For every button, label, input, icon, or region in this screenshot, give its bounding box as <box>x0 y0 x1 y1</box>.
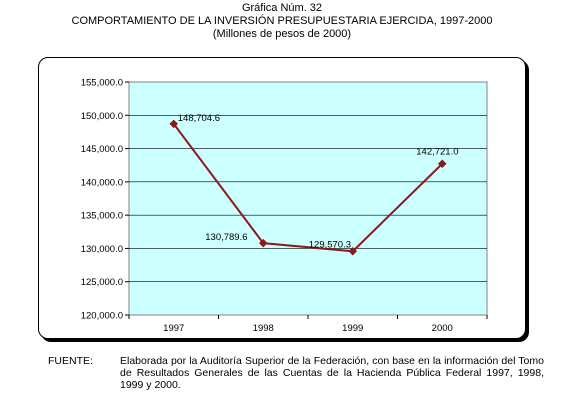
source-label: FUENTE: <box>48 355 93 367</box>
source-text: Elaborada por la Auditoría Superior de l… <box>120 355 544 391</box>
chart-number: Gráfica Núm. 32 <box>241 2 323 14</box>
data-label: 142,721.0 <box>416 147 458 158</box>
data-point <box>438 159 447 168</box>
chart-subtitle: (Millones de pesos de 2000) <box>212 28 352 40</box>
y-tick-label: 155,000.0 <box>81 78 123 89</box>
plot-area <box>128 81 488 316</box>
data-point <box>259 238 268 248</box>
series-line <box>172 123 443 253</box>
data-label: 148,704.6 <box>178 113 220 124</box>
x-tick-label: 2000 <box>432 323 453 334</box>
y-tick-label: 150,000.0 <box>81 111 123 122</box>
y-tick-label: 120,000.0 <box>81 311 123 322</box>
data-label: 130,789.6 <box>205 232 247 243</box>
x-tick-label: 1997 <box>163 323 184 334</box>
line-chart: 120,000.0 125,000.0 130,000.0 135,000.0 140,… <box>81 78 488 334</box>
y-tick-label: 140,000.0 <box>81 177 123 188</box>
y-tick-label: 145,000.0 <box>81 144 123 155</box>
data-label: 129,570.3 <box>309 239 351 250</box>
y-tick-label: 135,000.0 <box>81 211 123 222</box>
y-tick-label: 125,000.0 <box>81 277 123 288</box>
x-tick-label: 1998 <box>253 323 274 334</box>
chart-title: COMPORTAMIENTO DE LA INVERSIÓN PRESUPUES… <box>71 15 493 27</box>
chart-frame: 120,000.0 125,000.0 130,000.0 135,000.0 140,… <box>38 57 526 339</box>
x-tick-label: 1999 <box>342 323 363 334</box>
data-point <box>348 247 357 256</box>
y-tick-label: 130,000.0 <box>81 244 123 255</box>
